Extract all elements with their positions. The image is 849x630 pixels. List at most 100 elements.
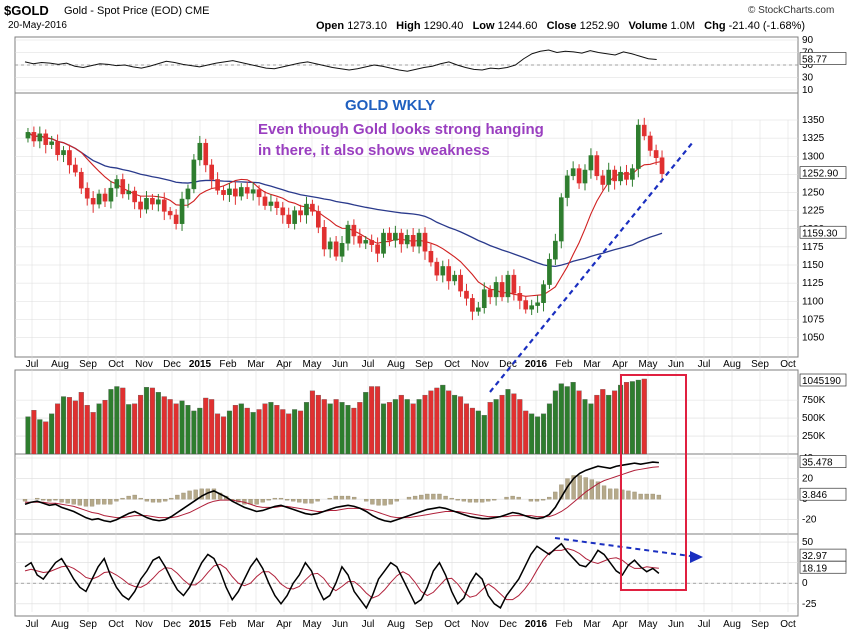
volume-bar: [232, 405, 238, 455]
rsi-ytick: 30: [802, 73, 814, 84]
stoch-last-label-2-box: [799, 560, 847, 574]
x-tick-bottom: 2015: [189, 619, 212, 630]
annotation-title: GOLD WKLY: [345, 97, 435, 114]
macd-histogram-bar: [449, 497, 454, 500]
stockcharts-brand[interactable]: © StockCharts.com: [748, 5, 834, 16]
macd-histogram-bar: [607, 488, 613, 500]
candle-body: [594, 155, 600, 177]
x-tick-price: Feb: [555, 359, 573, 370]
volume-bar: [37, 419, 43, 455]
open-value: 1273.10: [347, 20, 387, 32]
volume-bar: [505, 389, 511, 455]
header-symbol: $GOLD: [4, 3, 49, 18]
x-tick-bottom: Dec: [499, 619, 517, 630]
volume-label: Volume: [628, 20, 668, 32]
candle-body: [618, 171, 623, 182]
volume-bar: [90, 412, 96, 455]
macd-histogram-bar: [419, 494, 424, 500]
macd-histogram-bar: [102, 498, 107, 505]
volume-bar: [238, 403, 244, 455]
candle-body: [304, 203, 309, 216]
candle-body: [316, 211, 321, 228]
panel-price: [14, 92, 799, 358]
price-ytick: 1350: [802, 115, 825, 126]
close-label: Close: [546, 20, 577, 32]
candle-body: [410, 235, 416, 247]
x-tick-bottom: Nov: [471, 619, 489, 630]
header-description: Gold - Spot Price (EOD) CME: [64, 5, 210, 17]
macd-last-label-2: 3.846: [802, 490, 827, 501]
macd-histogram-bar: [169, 497, 174, 500]
price-ytick: 1150: [802, 260, 824, 271]
x-tick-price: Jul: [26, 359, 39, 370]
macd-histogram-bar: [547, 496, 552, 500]
volume-bar: [428, 390, 434, 455]
x-tick-price: May: [639, 359, 658, 370]
panel-stoch: [14, 533, 799, 617]
volume-bar: [167, 399, 173, 455]
volume-bar: [215, 413, 221, 455]
volume-bar: [475, 410, 481, 455]
candle-body: [233, 188, 238, 197]
candle-body: [274, 201, 280, 208]
x-tick-price: May: [303, 359, 322, 370]
highlight-box[interactable]: [620, 374, 687, 591]
x-tick-bottom: Oct: [444, 619, 460, 630]
macd-histogram-bar: [217, 492, 223, 500]
macd-histogram-bar: [315, 498, 320, 502]
candle-body: [161, 199, 167, 212]
volume-bar: [292, 409, 298, 455]
value-labels: 1252.90 1159.30 1045190 58.77 35.478 3.846 32.…: [799, 52, 847, 574]
candle-body: [517, 293, 523, 301]
macd-histogram-bar: [309, 498, 314, 504]
candle-body: [470, 298, 475, 312]
volume-bar: [339, 402, 345, 455]
macd-histogram-bar: [461, 498, 467, 502]
x-tick-bottom: Jul: [362, 619, 375, 630]
volume-bar: [487, 402, 493, 455]
candle-body: [434, 261, 440, 276]
candle-body: [167, 211, 173, 216]
macd-histogram-bar: [370, 498, 375, 505]
rsi-ytick: 10: [802, 85, 814, 96]
candle-body: [67, 150, 72, 166]
candle-body: [363, 240, 369, 244]
x-tick-price: Feb: [219, 359, 237, 370]
volume-bar: [629, 381, 635, 455]
x-tick-bottom: Apr: [276, 619, 292, 630]
candle-body: [387, 232, 392, 241]
volume-bar: [78, 392, 84, 455]
candle-body: [357, 235, 363, 244]
momentum-trendline[interactable]: [554, 537, 691, 557]
macd-histogram-bar: [138, 497, 143, 500]
volume-bar: [102, 399, 108, 455]
volume-bar: [546, 403, 552, 455]
macd-histogram-bar: [53, 498, 58, 501]
candle-body: [428, 250, 434, 263]
candle-body: [120, 179, 126, 195]
rsi-last-label-box: [799, 52, 847, 65]
volume-bar: [392, 399, 398, 455]
x-axis-ticks: Jul Jul Aug Aug Sep Sep Oct Oct Nov Nov Dec Dec 2015…: [26, 359, 796, 630]
volume-bar: [635, 379, 641, 455]
volume-bar: [138, 394, 144, 455]
macd-histogram-bar: [132, 494, 137, 500]
macd-histogram-bar: [351, 496, 357, 500]
x-tick-bottom: Jun: [668, 619, 684, 630]
volume-bar: [404, 399, 410, 455]
volume-bar: [197, 407, 203, 455]
volume-bar: [280, 409, 286, 455]
volume-bar: [244, 407, 250, 455]
macd-histogram-bar: [266, 498, 271, 501]
candle-body: [203, 142, 209, 166]
macd-histogram-bar: [193, 489, 198, 500]
x-tick-bottom: Feb: [555, 619, 573, 630]
price-ytick: 1300: [802, 151, 825, 162]
macd-histogram-bar: [571, 475, 576, 500]
x-tick-price: Oct: [108, 359, 124, 370]
x-tick-price: 2015: [189, 359, 212, 370]
candle-body: [333, 241, 339, 257]
macd-histogram-bar: [120, 497, 125, 500]
candle-body: [298, 210, 303, 216]
